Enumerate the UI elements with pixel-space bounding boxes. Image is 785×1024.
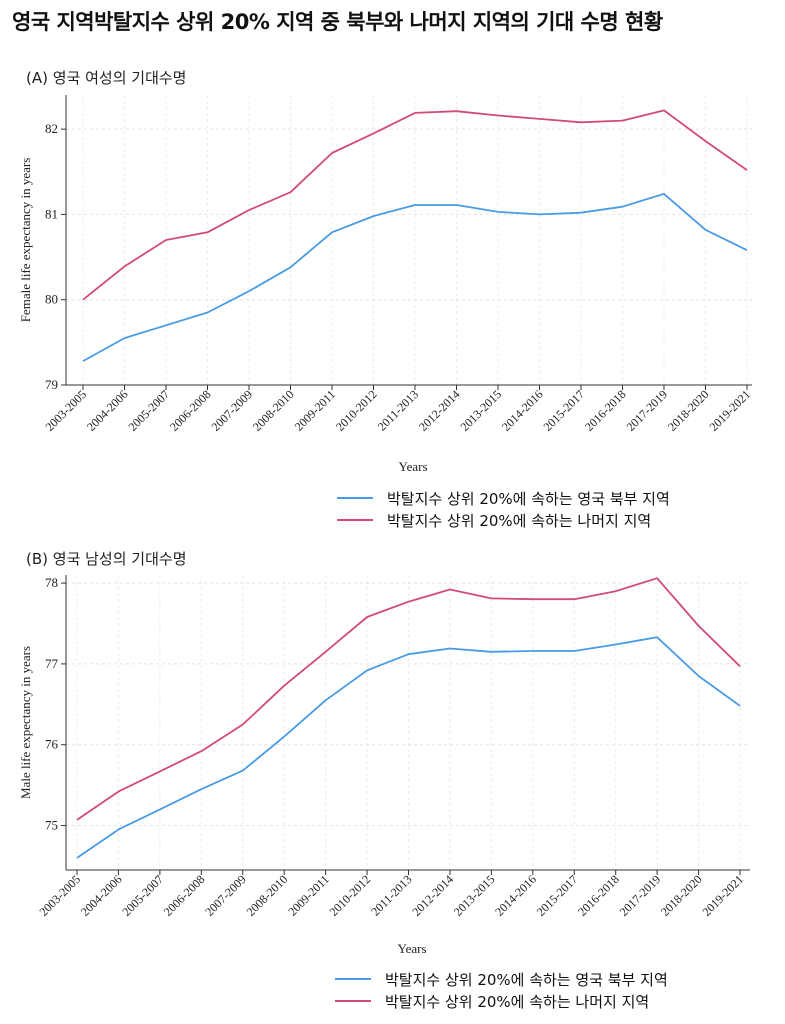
x-tick-label: 2019-2021 xyxy=(706,387,753,434)
x-tick-label: 2013-2015 xyxy=(457,387,504,434)
x-tick-label: 2016-2018 xyxy=(582,387,629,434)
female-life-expectancy-chart: 79 80 81 82 2003-20052004-20062005-20072006-… xyxy=(18,95,753,474)
series-line-north xyxy=(76,636,741,859)
x-tick-label: 2009-2011 xyxy=(292,387,338,433)
series-line-north xyxy=(82,193,748,362)
legend-label-north: 박탈지수 상위 20%에 속하는 영국 북부 지역 xyxy=(387,489,670,508)
y-tick-label: 80 xyxy=(45,292,58,307)
panel-b-legend: 박탈지수 상위 20%에 속하는 영국 북부 지역 박탈지수 상위 20%에 속… xyxy=(335,968,668,1012)
x-tick-label: 2004-2006 xyxy=(84,387,131,434)
male-life-expectancy-chart: 75 76 77 78 2003-20052004-20062005-20072006-… xyxy=(18,575,750,956)
x-tick-label: 2006-2008 xyxy=(167,387,214,434)
x-tick-label: 2012-2014 xyxy=(409,872,456,919)
x-tick-label: 2013-2015 xyxy=(451,872,498,919)
x-tick-label: 2018-2020 xyxy=(658,872,705,919)
x-tick-label: 2017-2019 xyxy=(617,872,664,919)
panel-b-title: (B) 영국 남성의 기대수명 xyxy=(26,550,187,568)
legend-swatch-north xyxy=(337,497,373,499)
y-axis-title: Male life expectancy in years xyxy=(18,646,33,799)
y-axis-title: Female life expectancy in years xyxy=(18,158,33,323)
x-tick-label: 2010-2012 xyxy=(333,387,380,434)
legend-swatch-north xyxy=(335,978,371,980)
x-tick-label: 2006-2008 xyxy=(161,872,208,919)
series-line-rest xyxy=(82,109,748,301)
page-title: 영국 지역박탈지수 상위 20% 지역 중 북부와 나머지 지역의 기대 수명 … xyxy=(12,10,663,34)
y-tick-label: 82 xyxy=(45,121,58,136)
x-tick-label: 2011-2013 xyxy=(375,387,421,433)
x-tick-label: 2008-2010 xyxy=(250,387,297,434)
plot-area xyxy=(66,95,752,385)
x-tick-label: 2009-2011 xyxy=(285,872,331,918)
x-tick-label: 2011-2013 xyxy=(368,872,414,918)
y-tick-label: 75 xyxy=(45,818,58,833)
y-tick-label: 81 xyxy=(45,206,58,221)
x-tick-label: 2008-2010 xyxy=(244,872,291,919)
x-tick-label: 2007-2009 xyxy=(202,872,249,919)
panel-a-title: (A) 영국 여성의 기대수명 xyxy=(26,69,187,87)
x-tick-label: 2017-2019 xyxy=(623,387,670,434)
x-tick-label: 2016-2018 xyxy=(575,872,622,919)
panel-a-legend: 박탈지수 상위 20%에 속하는 영국 북부 지역 박탈지수 상위 20%에 속… xyxy=(337,487,670,531)
x-tick-label: 2005-2007 xyxy=(119,872,166,919)
x-tick-label: 2015-2017 xyxy=(540,387,587,434)
x-axis-title: Years xyxy=(397,941,426,956)
x-tick-label: 2014-2016 xyxy=(492,872,539,919)
legend-swatch-rest xyxy=(337,519,373,521)
x-tick-label: 2018-2020 xyxy=(665,387,712,434)
legend-swatch-rest xyxy=(335,1000,371,1002)
x-tick-label: 2003-2005 xyxy=(42,387,89,434)
legend-item-rest: 박탈지수 상위 20%에 속하는 나머지 지역 xyxy=(337,509,670,531)
legend-label-rest: 박탈지수 상위 20%에 속하는 나머지 지역 xyxy=(387,511,652,530)
series-line-rest xyxy=(76,577,741,821)
legend-label-north: 박탈지수 상위 20%에 속하는 영국 북부 지역 xyxy=(385,970,668,989)
y-tick-label: 79 xyxy=(45,377,58,392)
x-tick-label: 2005-2007 xyxy=(125,387,172,434)
x-tick-label: 2014-2016 xyxy=(499,387,546,434)
legend-item-north: 박탈지수 상위 20%에 속하는 영국 북부 지역 xyxy=(337,487,670,509)
x-tick-label: 2004-2006 xyxy=(78,872,125,919)
y-tick-label: 77 xyxy=(45,656,59,671)
x-tick-label: 2003-2005 xyxy=(36,872,83,919)
legend-item-rest: 박탈지수 상위 20%에 속하는 나머지 지역 xyxy=(335,990,668,1012)
legend-label-rest: 박탈지수 상위 20%에 속하는 나머지 지역 xyxy=(385,992,650,1011)
x-tick-label: 2019-2021 xyxy=(699,872,746,919)
x-tick-label: 2007-2009 xyxy=(208,387,255,434)
legend-item-north: 박탈지수 상위 20%에 속하는 영국 북부 지역 xyxy=(335,968,668,990)
y-tick-label: 76 xyxy=(45,737,59,752)
y-tick-label: 78 xyxy=(45,575,58,590)
x-axis-title: Years xyxy=(398,459,427,474)
x-tick-label: 2012-2014 xyxy=(416,387,463,434)
x-tick-label: 2015-2017 xyxy=(534,872,581,919)
x-tick-label: 2010-2012 xyxy=(327,872,374,919)
